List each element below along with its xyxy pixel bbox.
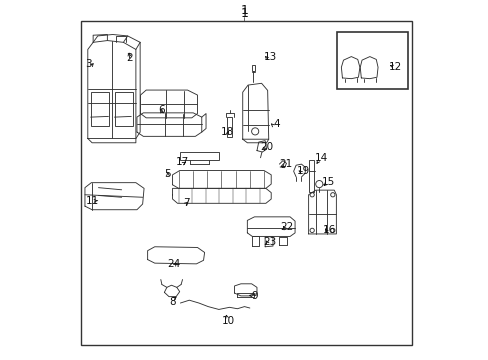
Bar bbox=[227, 117, 232, 137]
Text: 8: 8 bbox=[169, 297, 176, 307]
Text: 24: 24 bbox=[167, 259, 180, 269]
Bar bbox=[179, 152, 219, 160]
Text: 12: 12 bbox=[388, 62, 402, 72]
Text: 10: 10 bbox=[222, 316, 235, 326]
Bar bbox=[90, 92, 109, 126]
Text: 21: 21 bbox=[278, 159, 291, 169]
Text: 23: 23 bbox=[263, 237, 276, 247]
Text: 9: 9 bbox=[251, 291, 258, 301]
Bar bbox=[309, 160, 313, 192]
Text: 15: 15 bbox=[321, 177, 334, 187]
Text: 13: 13 bbox=[264, 52, 277, 62]
Text: 1: 1 bbox=[240, 7, 248, 21]
Text: 5: 5 bbox=[164, 169, 171, 179]
Text: 20: 20 bbox=[260, 142, 273, 152]
Text: 3: 3 bbox=[85, 59, 92, 69]
Text: 4: 4 bbox=[273, 119, 279, 129]
Bar bbox=[251, 66, 255, 71]
Text: 19: 19 bbox=[296, 166, 309, 176]
Text: 17: 17 bbox=[176, 157, 189, 167]
Text: 2: 2 bbox=[126, 53, 133, 63]
Text: 6: 6 bbox=[158, 105, 165, 115]
Text: 18: 18 bbox=[220, 127, 234, 137]
Text: 14: 14 bbox=[314, 153, 327, 163]
Text: 16: 16 bbox=[322, 225, 335, 235]
Bar bbox=[336, 32, 407, 89]
Bar bbox=[114, 92, 133, 126]
Text: 22: 22 bbox=[280, 222, 293, 232]
Text: 11: 11 bbox=[85, 196, 99, 206]
Text: 1: 1 bbox=[240, 4, 248, 17]
Text: 7: 7 bbox=[183, 198, 190, 208]
